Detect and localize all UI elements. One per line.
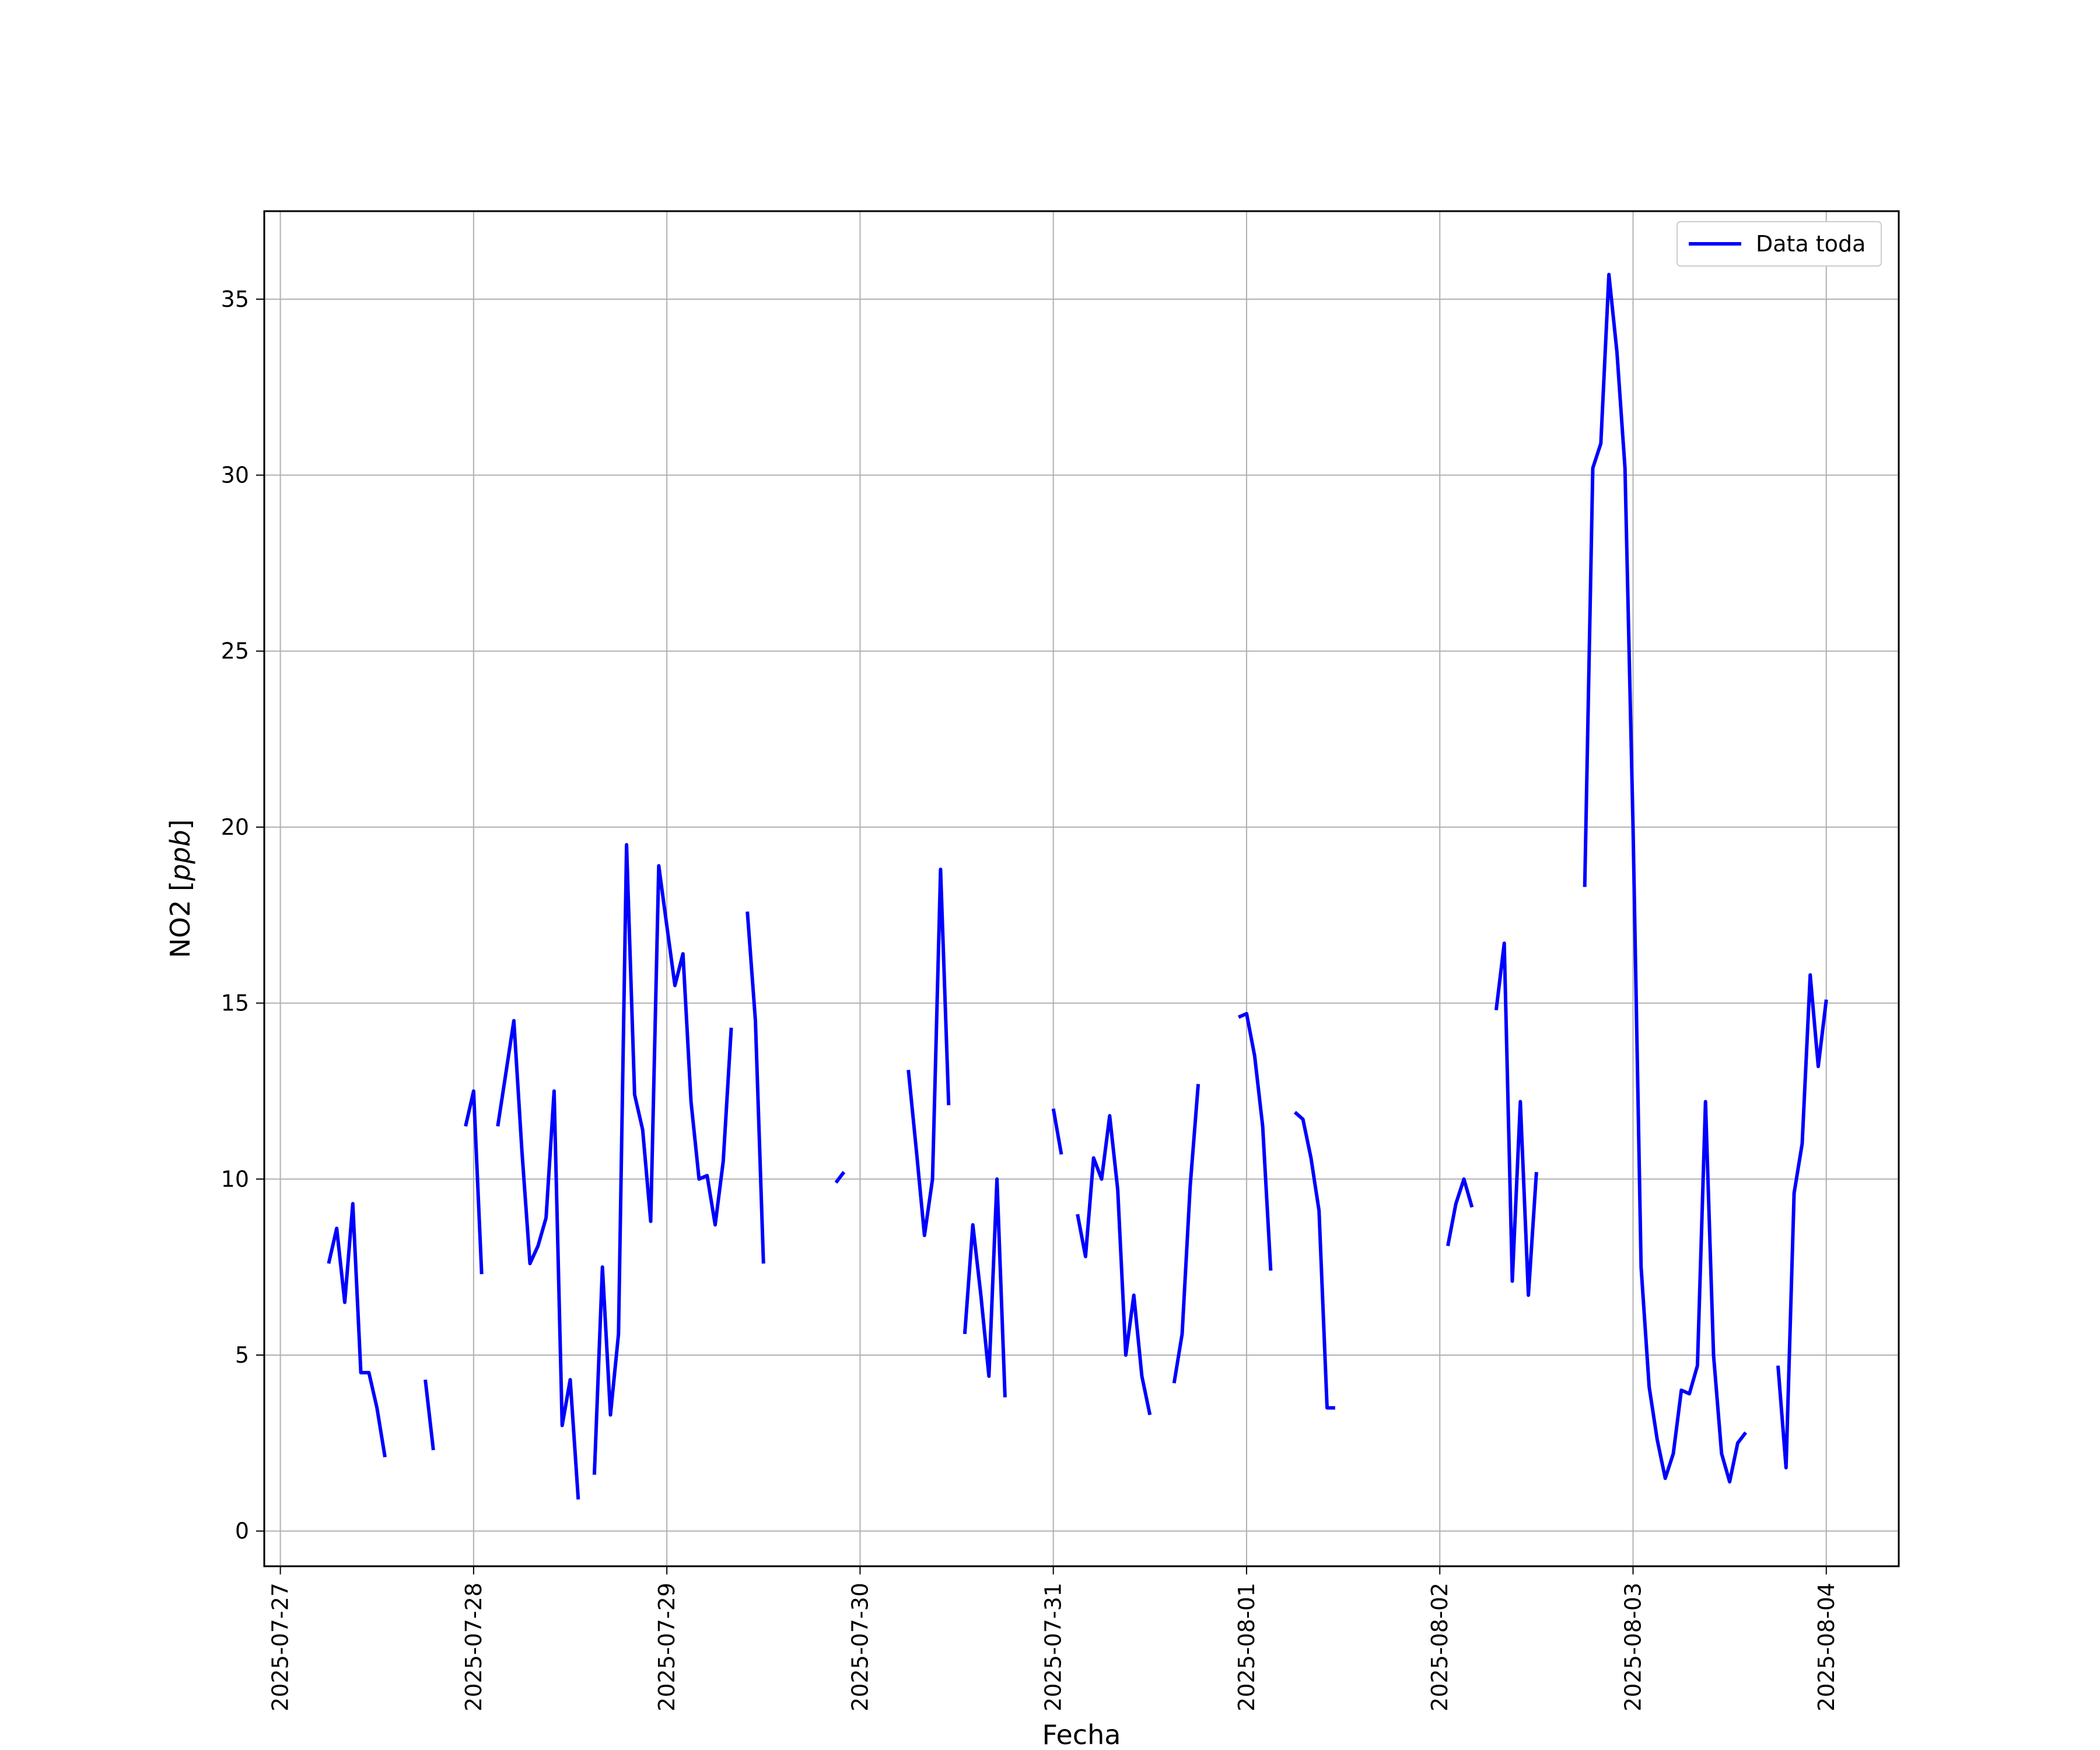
- series-line-segment: [1238, 1012, 1273, 1271]
- y-tick-label: 0: [235, 1518, 249, 1544]
- x-tick-label: 2025-07-28: [461, 1583, 487, 1712]
- y-tick-label: 30: [221, 463, 249, 488]
- series-line-segment: [464, 1089, 484, 1275]
- series-line-segment: [907, 867, 951, 1237]
- series-line-segment: [1172, 1084, 1200, 1384]
- series-line-segment: [327, 1202, 387, 1458]
- series-line-segment: [834, 1171, 846, 1184]
- series-line-segment: [424, 1379, 435, 1451]
- x-tick-label: 2025-07-29: [654, 1583, 680, 1712]
- series-line-segment: [592, 843, 733, 1475]
- x-tick-label: 2025-07-31: [1041, 1583, 1066, 1712]
- series-line-segment: [1051, 1108, 1063, 1155]
- series-line-segment: [963, 1177, 1007, 1398]
- y-tick-label: 35: [221, 286, 249, 312]
- x-tick-label: 2025-07-30: [847, 1583, 873, 1712]
- series-line-segment: [1583, 272, 1748, 1484]
- x-tick-label: 2025-07-27: [268, 1583, 293, 1712]
- y-tick-label: 20: [221, 814, 249, 840]
- plot-lines: [327, 272, 1828, 1500]
- ticks: 2025-07-27 2025-07-28 2025-07-29 2025-07-30…: [221, 286, 1839, 1712]
- x-axis-label: Fecha: [1042, 1719, 1121, 1750]
- series-line-segment: [1776, 973, 1828, 1470]
- legend-entry-data-toda: Data toda: [1756, 231, 1866, 257]
- legend: Data toda: [1676, 221, 1882, 267]
- y-tick-label: 10: [221, 1166, 249, 1192]
- series-line-segment: [1293, 1111, 1335, 1410]
- y-axis-label: NO2 [ppb]: [164, 819, 196, 958]
- x-tick-label: 2025-08-01: [1234, 1583, 1259, 1712]
- y-tick-label: 5: [235, 1342, 249, 1368]
- series-line-segment: [496, 1019, 580, 1500]
- series-line-segment: [1494, 942, 1538, 1297]
- axes-frame: [263, 210, 1900, 1567]
- series-line-segment: [746, 911, 765, 1264]
- x-tick-label: 2025-08-02: [1427, 1583, 1452, 1712]
- series-line-segment: [1076, 1114, 1152, 1416]
- grid: [264, 211, 1899, 1566]
- x-tick-label: 2025-08-03: [1620, 1583, 1646, 1712]
- y-tick-label: 15: [221, 991, 249, 1016]
- y-tick-label: 25: [221, 638, 249, 664]
- x-tick-label: 2025-08-04: [1814, 1583, 1839, 1712]
- legend-box: [1676, 221, 1882, 267]
- series-line-segment: [1446, 1177, 1474, 1247]
